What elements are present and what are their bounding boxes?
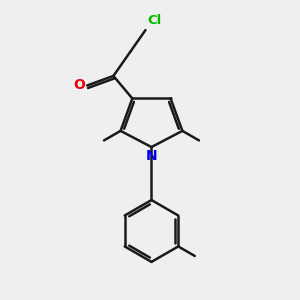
Text: Cl: Cl — [147, 14, 161, 27]
Text: O: O — [73, 79, 85, 92]
Text: N: N — [146, 149, 157, 164]
